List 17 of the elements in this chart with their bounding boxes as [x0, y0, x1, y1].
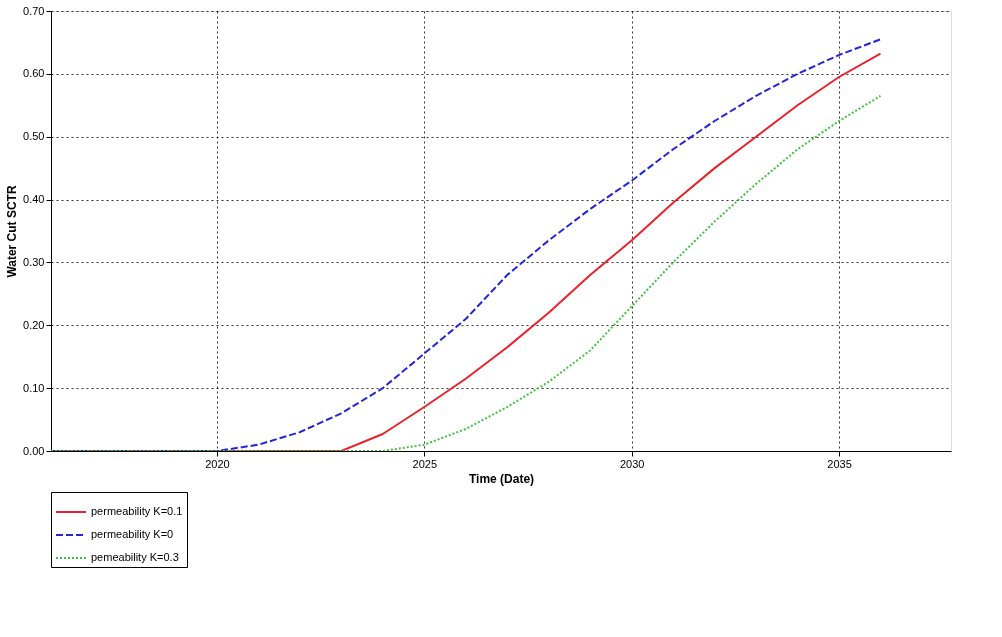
y-axis-title: Water Cut SCTR [5, 185, 20, 278]
x-tick-label: 2030 [619, 457, 645, 470]
y-tick-label: 0.10 [23, 381, 45, 394]
y-tick-label: 0.20 [23, 318, 45, 331]
y-tick-label: 0.40 [23, 193, 45, 206]
y-tick-label: 0.60 [23, 67, 45, 80]
legend-label: pemeability K=0.3 [91, 551, 179, 563]
x-tick-label: 2025 [412, 457, 438, 470]
y-tick-label: 0.50 [23, 130, 45, 143]
legend-label: permeability K=0.1 [91, 505, 183, 517]
legend-label: permeability K=0 [91, 528, 174, 540]
y-tick-label: 0.00 [23, 444, 45, 457]
y-tick-label: 0.70 [23, 4, 45, 17]
x-axis-title: Time (Date) [468, 471, 535, 486]
x-tick-label: 2035 [827, 457, 852, 470]
y-tick-label: 0.30 [23, 255, 45, 268]
x-tick-label: 2020 [205, 457, 230, 470]
